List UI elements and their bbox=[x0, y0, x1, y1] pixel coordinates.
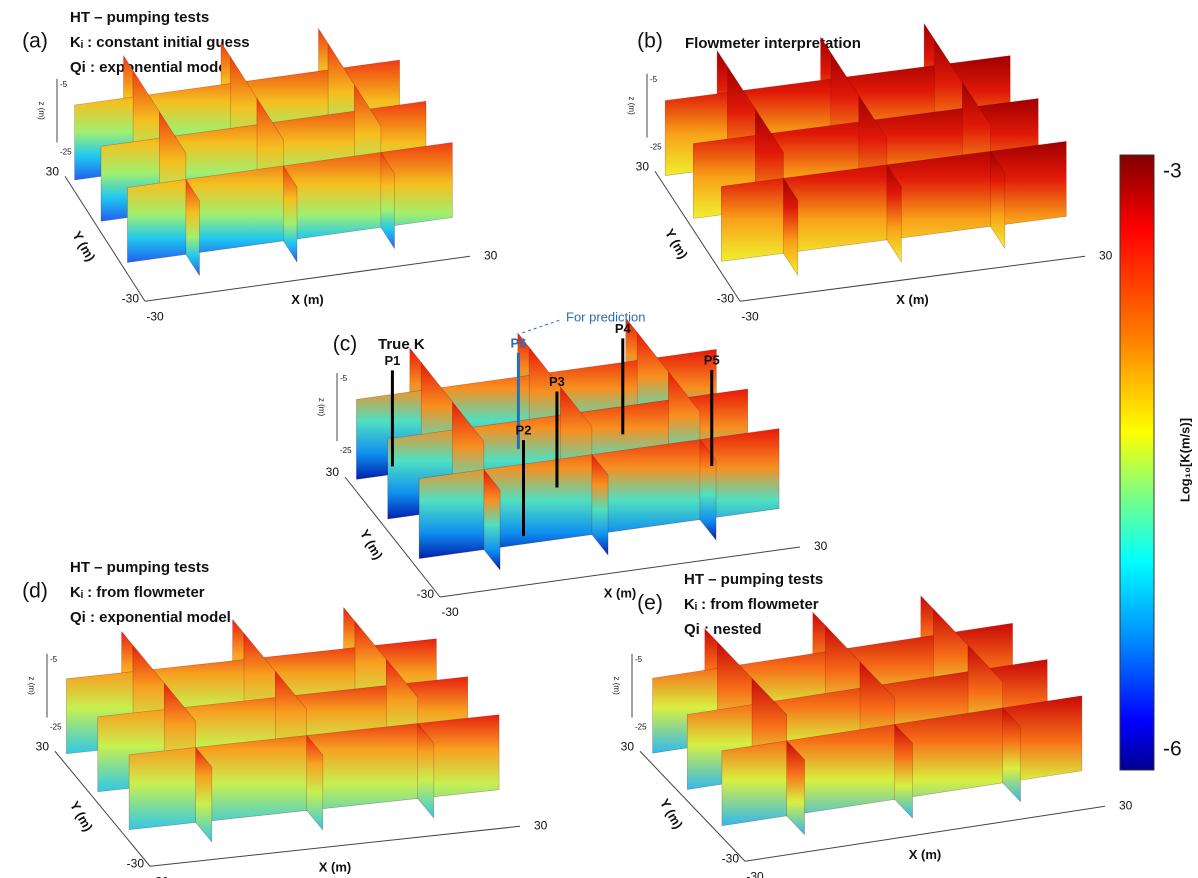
x-axis-label: X (m) bbox=[604, 585, 637, 600]
z-tick-label: -5 bbox=[635, 655, 643, 664]
colorbar-tick: -6 bbox=[1163, 738, 1182, 761]
z-axis-label: z (m) bbox=[612, 677, 621, 696]
y-axis-label: Y (m) bbox=[69, 228, 98, 263]
y-axis bbox=[639, 750, 746, 862]
x-tick-label: -30 bbox=[151, 874, 169, 878]
x-tick-label: 30 bbox=[1119, 798, 1133, 812]
x-axis-label: X (m) bbox=[909, 847, 942, 862]
fence bbox=[380, 151, 395, 250]
z-tick-label: -5 bbox=[50, 655, 58, 664]
x-tick-label: -30 bbox=[741, 309, 759, 323]
x-axis-label: X (m) bbox=[319, 860, 352, 875]
well-label: P2 bbox=[516, 423, 532, 438]
panel-title: Flowmeter interpretation bbox=[685, 35, 861, 52]
panel-label: (a) bbox=[22, 30, 48, 53]
z-axis-label: z (m) bbox=[627, 97, 636, 116]
annotation: For prediction bbox=[566, 309, 645, 324]
fence bbox=[990, 150, 1006, 250]
fence bbox=[417, 722, 435, 819]
well-label: P6 bbox=[510, 335, 526, 350]
y-axis bbox=[654, 170, 741, 302]
fence bbox=[886, 163, 902, 263]
y-axis bbox=[344, 476, 441, 598]
panel-title: Kᵢ : from flowmeter bbox=[684, 596, 819, 613]
panel-title: True K bbox=[378, 336, 425, 353]
z-tick-label: -25 bbox=[60, 148, 72, 157]
z-tick-label: -5 bbox=[650, 75, 658, 84]
fence bbox=[591, 453, 609, 556]
x-tick-label: 30 bbox=[814, 539, 828, 553]
z-axis-label: z (m) bbox=[27, 677, 36, 696]
y-axis-label: Y (m) bbox=[67, 798, 96, 833]
panel-title: Kᵢ : constant initial guess bbox=[70, 34, 250, 51]
colorbar bbox=[1119, 154, 1155, 771]
y-axis bbox=[54, 750, 151, 867]
panel-title: Kᵢ : from flowmeter bbox=[70, 584, 205, 601]
fence bbox=[783, 177, 799, 277]
y-tick-label: 30 bbox=[326, 465, 340, 479]
fence bbox=[195, 746, 213, 843]
y-tick-label: 30 bbox=[46, 164, 60, 178]
z-tick-label: -25 bbox=[650, 143, 662, 152]
panel-title: Qi : nested bbox=[684, 621, 762, 638]
fence bbox=[786, 740, 805, 836]
panel-label: (c) bbox=[333, 333, 358, 356]
y-tick-label: -30 bbox=[717, 291, 735, 305]
well-label: P1 bbox=[384, 353, 400, 368]
panel-label: (e) bbox=[637, 592, 663, 615]
fence bbox=[283, 164, 298, 264]
z-tick-label: -25 bbox=[50, 723, 62, 732]
y-tick-label: 30 bbox=[36, 739, 50, 753]
x-axis bbox=[149, 825, 521, 867]
y-axis-label: Y (m) bbox=[657, 796, 686, 831]
y-tick-label: 30 bbox=[621, 739, 635, 753]
colorbar-tick: -3 bbox=[1163, 160, 1182, 183]
x-tick-label: 30 bbox=[1099, 248, 1113, 262]
annotation-leader bbox=[522, 319, 561, 334]
x-axis bbox=[144, 255, 471, 302]
x-tick-label: -30 bbox=[441, 605, 459, 619]
panel-label: (d) bbox=[22, 580, 48, 603]
panel-title: Qi : exponential model bbox=[70, 59, 231, 76]
well-label: P4 bbox=[615, 321, 632, 336]
panel-title: HT – pumping tests bbox=[684, 571, 823, 588]
x-tick-label: -30 bbox=[146, 309, 164, 323]
x-tick-label: 30 bbox=[534, 818, 548, 832]
panel-title: Qi : exponential model bbox=[70, 609, 231, 626]
x-axis-label: X (m) bbox=[291, 292, 324, 307]
fence bbox=[306, 734, 324, 831]
x-axis bbox=[744, 805, 1106, 862]
x-tick-label: -30 bbox=[746, 869, 764, 878]
y-axis bbox=[64, 175, 146, 302]
panel-title: HT – pumping tests bbox=[70, 559, 209, 576]
colorbar-label: Log₁₀[K(m/s)] bbox=[1177, 418, 1192, 502]
fence bbox=[185, 178, 200, 277]
y-axis-label: Y (m) bbox=[357, 527, 386, 562]
z-tick-label: -5 bbox=[340, 374, 348, 383]
z-tick-label: -5 bbox=[60, 80, 68, 89]
x-axis bbox=[739, 255, 1086, 302]
z-tick-label: -25 bbox=[340, 446, 352, 455]
y-tick-label: -30 bbox=[127, 856, 145, 870]
z-tick-label: -25 bbox=[635, 723, 647, 732]
fence bbox=[894, 723, 913, 819]
well-label: P5 bbox=[704, 352, 720, 367]
well-label: P3 bbox=[549, 374, 565, 389]
y-axis-label: Y (m) bbox=[662, 226, 691, 261]
x-axis-label: X (m) bbox=[896, 292, 929, 307]
x-tick-label: 30 bbox=[484, 248, 498, 262]
y-tick-label: -30 bbox=[122, 291, 140, 305]
y-tick-label: -30 bbox=[722, 851, 740, 865]
z-axis-label: z (m) bbox=[317, 398, 326, 417]
fence bbox=[483, 468, 501, 571]
fence bbox=[1002, 707, 1021, 803]
y-tick-label: -30 bbox=[417, 587, 435, 601]
panel-title: HT – pumping tests bbox=[70, 9, 209, 26]
panel-label: (b) bbox=[637, 30, 663, 53]
y-tick-label: 30 bbox=[636, 159, 650, 173]
x-axis bbox=[439, 546, 801, 598]
z-axis-label: z (m) bbox=[37, 102, 46, 121]
